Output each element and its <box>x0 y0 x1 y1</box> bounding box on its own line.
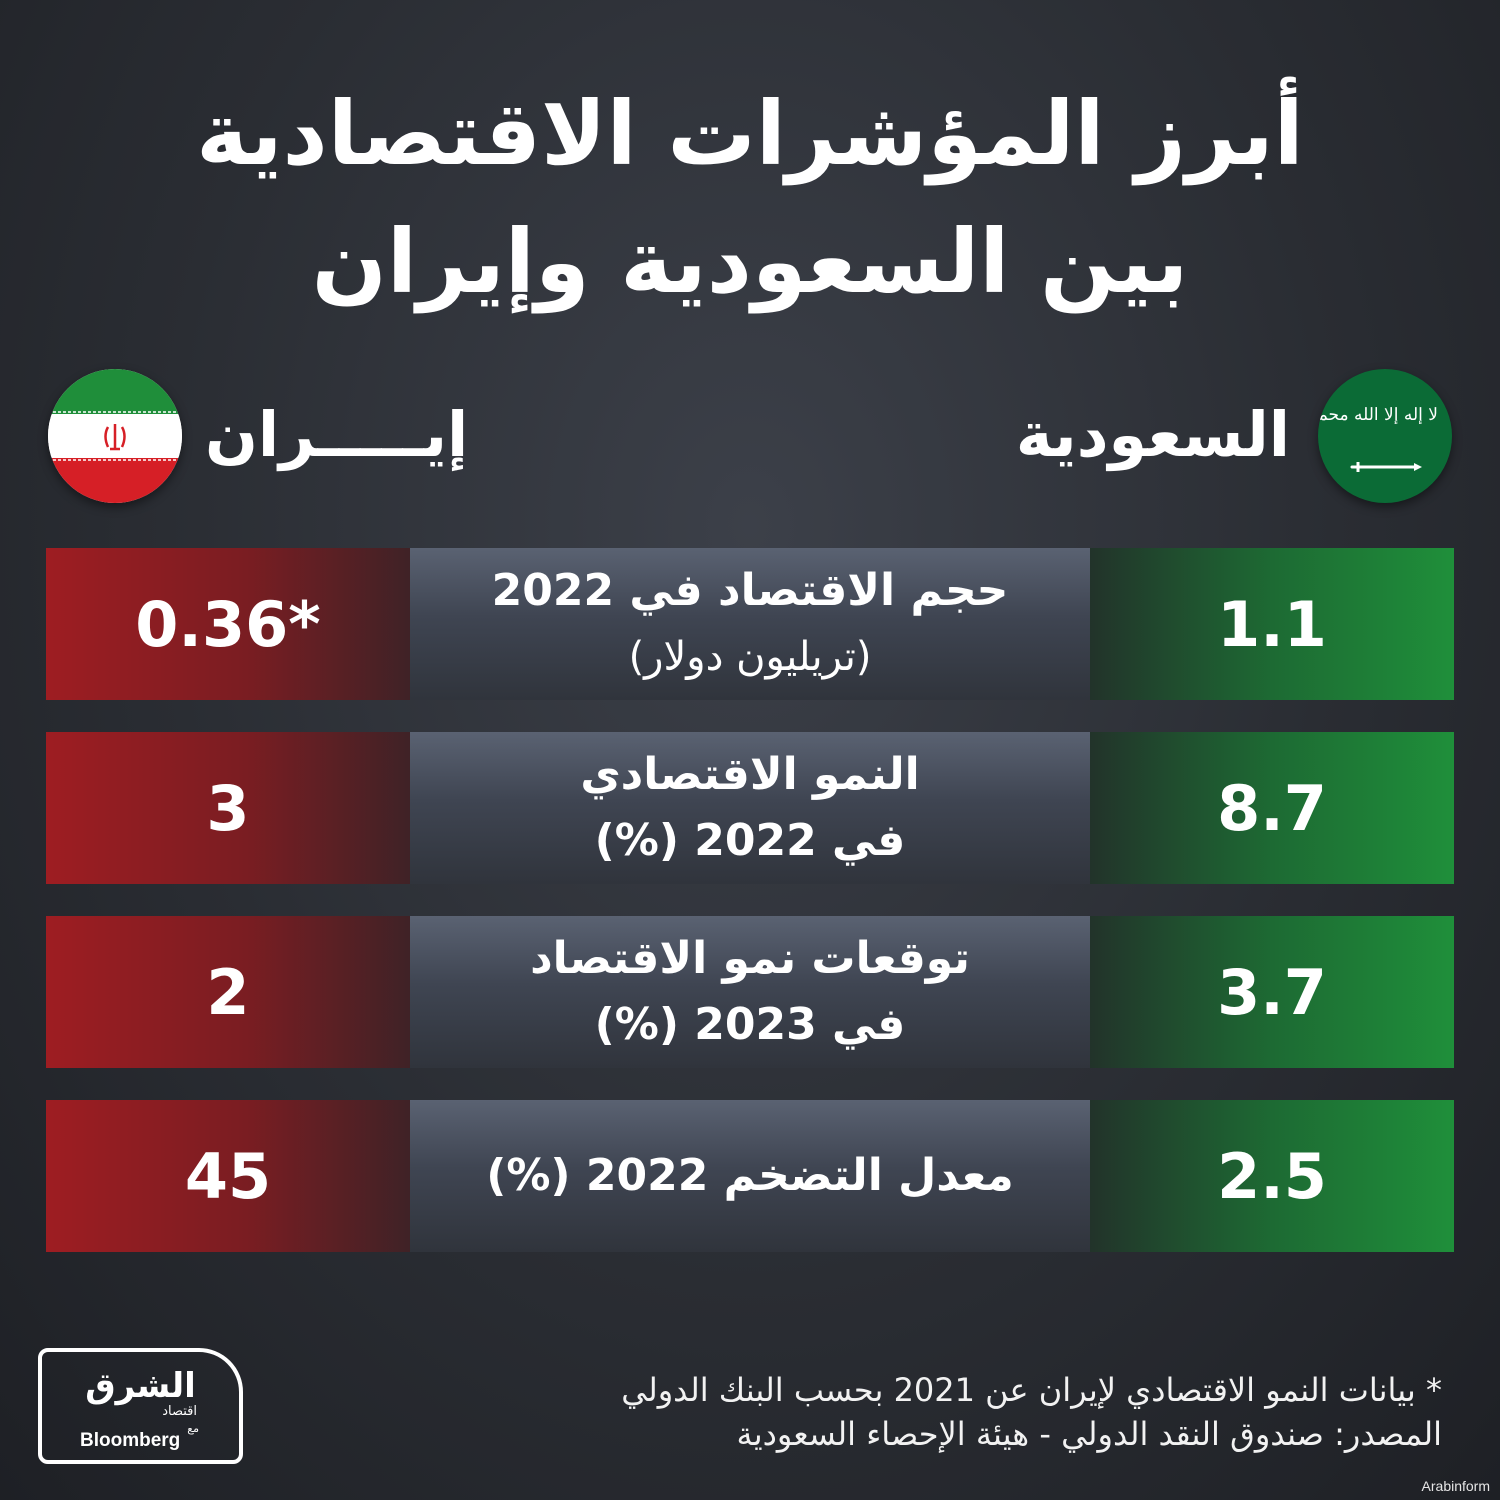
logo-with: مع <box>187 1422 199 1435</box>
indicator-label: توقعات نمو الاقتصاد <box>530 933 970 984</box>
indicator-label-cell: النمو الاقتصادي في 2022 (%) <box>410 732 1090 884</box>
iran-value-cell: 0.36* <box>46 548 410 700</box>
watermark: Arabinform <box>1421 1478 1490 1494</box>
indicator-label: النمو الاقتصادي <box>580 749 920 800</box>
saudi-value-cell: 8.7 <box>1090 732 1454 884</box>
saudi-flag-sword-icon <box>1350 462 1422 472</box>
saudi-value: 1.1 <box>1217 587 1327 661</box>
iran-value: 0.36* <box>135 587 321 661</box>
indicator-row: 0.36* حجم الاقتصاد في 2022 (تريليون دولا… <box>46 548 1454 700</box>
indicator-label: حجم الاقتصاد في 2022 <box>491 565 1009 616</box>
iran-value-cell: 3 <box>46 732 410 884</box>
iran-value: 2 <box>206 955 250 1029</box>
logo-subtitle: اقتصاد <box>162 1404 197 1419</box>
indicator-label-cell: توقعات نمو الاقتصاد في 2023 (%) <box>410 916 1090 1068</box>
indicator-label-cell: حجم الاقتصاد في 2022 (تريليون دولار) <box>410 548 1090 700</box>
indicator-row: 3 النمو الاقتصادي في 2022 (%) 8.7 <box>46 732 1454 884</box>
saudi-value-cell: 1.1 <box>1090 548 1454 700</box>
indicator-sublabel: في 2022 (%) <box>594 815 906 866</box>
iran-value: 45 <box>184 1139 272 1213</box>
footnote: * بيانات النمو الاقتصادي لإيران عن 2021 … <box>621 1368 1442 1456</box>
saudi-flag-inscription: لا إله إلا الله محمد رسول الله <box>1318 405 1438 425</box>
iran-value-cell: 45 <box>46 1100 410 1252</box>
saudi-flag-icon: لا إله إلا الله محمد رسول الله <box>1318 369 1452 503</box>
saudi-value-cell: 2.5 <box>1090 1100 1454 1252</box>
asharq-bloomberg-logo: الشرق اقتصاد مع Bloomberg <box>38 1348 243 1464</box>
title-line-1: أبرز المؤشرات الاقتصادية <box>196 82 1304 185</box>
saudi-value: 2.5 <box>1217 1139 1327 1213</box>
saudi-label: السعودية <box>1015 398 1290 471</box>
indicator-sublabel: (تريليون دولار) <box>628 634 872 680</box>
iran-label: إيـــــران <box>205 398 469 471</box>
logo-bloomberg: Bloomberg <box>80 1430 181 1451</box>
iran-value: 3 <box>206 771 250 845</box>
indicator-row: 45 معدل التضخم 2022 (%) 2.5 <box>46 1100 1454 1252</box>
saudi-value: 3.7 <box>1217 955 1327 1029</box>
indicator-sublabel: في 2023 (%) <box>594 999 906 1050</box>
page-title: أبرز المؤشرات الاقتصادية بين السعودية وإ… <box>0 70 1500 326</box>
footnote-note: * بيانات النمو الاقتصادي لإيران عن 2021 … <box>621 1371 1442 1409</box>
indicator-label-cell: معدل التضخم 2022 (%) <box>410 1100 1090 1252</box>
indicator-row: 2 توقعات نمو الاقتصاد في 2023 (%) 3.7 <box>46 916 1454 1068</box>
footnote-source: المصدر: صندوق النقد الدولي - هيئة الإحصا… <box>736 1415 1442 1453</box>
iran-value-cell: 2 <box>46 916 410 1068</box>
logo-arabic: الشرق <box>85 1366 196 1406</box>
saudi-value: 8.7 <box>1217 771 1327 845</box>
iran-flag-icon <box>48 369 182 503</box>
saudi-value-cell: 3.7 <box>1090 916 1454 1068</box>
title-line-2: بين السعودية وإيران <box>311 210 1189 313</box>
indicator-label: معدل التضخم 2022 (%) <box>486 1150 1014 1201</box>
